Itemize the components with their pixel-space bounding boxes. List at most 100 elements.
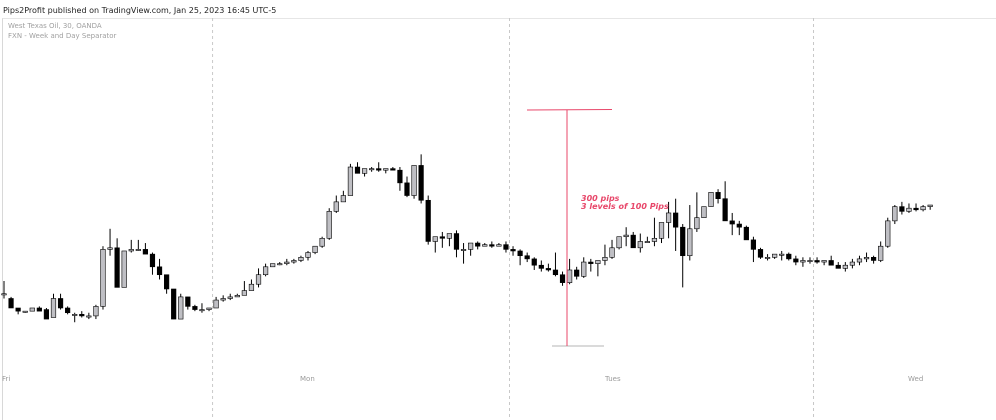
bull-candle <box>708 192 714 207</box>
bear-candle <box>680 226 686 257</box>
bear-candle <box>404 182 410 196</box>
bull-candle <box>446 233 453 239</box>
bull-candle <box>651 237 658 242</box>
bear-candle <box>715 192 721 199</box>
bear-candle <box>517 250 523 257</box>
bull-candle <box>800 260 806 263</box>
bear-candle <box>171 288 177 320</box>
bear-candle <box>729 220 735 225</box>
bull-candle <box>86 315 92 318</box>
bear-candle <box>630 234 636 249</box>
day-label: Mon <box>300 375 315 383</box>
bull-candle <box>609 247 615 258</box>
bull-candle <box>665 212 672 223</box>
bear-candle <box>722 198 728 222</box>
bull-candle <box>255 274 262 285</box>
bull-candle <box>227 296 233 299</box>
bear-candle <box>786 253 792 260</box>
bear-candle <box>57 298 64 309</box>
bear-candle <box>835 264 841 269</box>
bear-candle <box>545 268 551 271</box>
bull-candle <box>779 253 785 256</box>
bull-candle <box>842 264 848 269</box>
bull-candle <box>107 247 113 250</box>
symbol-label: West Texas Oil, 30, OANDA <box>8 22 102 30</box>
bull-candle <box>863 257 870 260</box>
bear-candle <box>524 255 530 260</box>
bull-candle <box>595 260 601 264</box>
bear-candle <box>453 233 460 250</box>
bull-candle <box>50 298 57 318</box>
bull-candle <box>135 249 141 251</box>
bull-candle <box>694 217 700 230</box>
bear-candle <box>531 258 537 266</box>
bull-candle <box>644 241 650 243</box>
bull-candle <box>432 236 438 242</box>
annotation-pips-text: 300 pips <box>581 194 620 203</box>
bull-candle <box>312 245 318 253</box>
bear-candle <box>142 249 149 255</box>
bear-candle <box>36 307 42 312</box>
bull-candle <box>701 206 707 219</box>
bull-candle <box>581 261 587 277</box>
bear-candle <box>757 249 764 258</box>
bear-candle <box>390 168 396 171</box>
bear-candle <box>913 207 919 211</box>
bull-candle <box>468 242 474 250</box>
bull-candle <box>319 237 325 247</box>
bear-candle <box>489 244 495 247</box>
bull-candle <box>128 249 134 252</box>
bull-candle <box>72 314 78 316</box>
bear-candle <box>43 309 50 320</box>
bear-candle <box>164 274 170 290</box>
bear-candle <box>552 269 559 276</box>
bear-candle <box>354 166 361 174</box>
bull-candle <box>1 293 7 296</box>
annotation-top-line <box>526 109 613 111</box>
bear-candle <box>574 269 580 277</box>
bull-candle <box>199 309 205 312</box>
bull-candle <box>29 307 35 312</box>
bull-candle <box>637 241 643 249</box>
bear-candle <box>871 257 877 261</box>
bear-candle <box>559 274 566 283</box>
bear-candle <box>156 266 163 276</box>
bull-candle <box>291 260 297 263</box>
bull-candle <box>623 234 629 238</box>
bear-candle <box>192 306 198 310</box>
bull-candle <box>885 220 891 247</box>
bull-candle <box>807 260 813 262</box>
bull-candle <box>298 257 304 261</box>
bear-candle <box>185 296 191 307</box>
bull-candle <box>121 250 127 288</box>
bear-candle <box>673 212 679 228</box>
bull-candle <box>220 298 226 301</box>
bear-candle <box>149 253 156 268</box>
bull-candle <box>411 165 417 196</box>
bear-candle <box>114 247 120 288</box>
bear-candle <box>503 244 509 250</box>
bear-candle <box>475 242 481 247</box>
bear-candle <box>65 307 71 314</box>
bull-candle <box>326 211 332 239</box>
bull-candle <box>213 299 219 309</box>
indicator-label: FXN - Week and Day Separator <box>8 32 117 40</box>
bull-candle <box>920 206 926 211</box>
bear-candle <box>899 206 905 212</box>
bull-candle <box>772 253 778 258</box>
bull-candle <box>347 166 354 196</box>
bull-candle <box>764 257 771 259</box>
bull-candle <box>892 206 898 222</box>
chart-area[interactable] <box>2 18 996 420</box>
day-label: Fri <box>2 375 10 383</box>
bull-candle <box>93 306 99 317</box>
bull-candle <box>878 245 884 261</box>
bear-candle <box>439 236 445 239</box>
bull-candle <box>849 261 855 266</box>
bear-candle <box>418 165 424 201</box>
bear-candle <box>538 264 544 269</box>
bull-candle <box>361 168 368 174</box>
bull-candle <box>602 257 608 261</box>
bear-candle <box>425 199 431 242</box>
